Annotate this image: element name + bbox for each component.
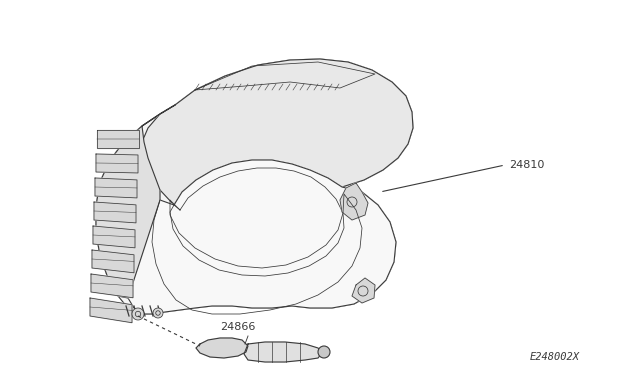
Polygon shape <box>142 59 413 205</box>
Polygon shape <box>196 338 248 358</box>
Polygon shape <box>244 342 322 362</box>
Polygon shape <box>340 183 368 220</box>
Polygon shape <box>95 178 137 198</box>
Polygon shape <box>97 130 139 148</box>
Circle shape <box>153 308 163 318</box>
Polygon shape <box>92 250 134 273</box>
Polygon shape <box>90 298 132 323</box>
Polygon shape <box>128 160 396 314</box>
Text: E248002X: E248002X <box>530 352 580 362</box>
Circle shape <box>132 308 144 320</box>
Circle shape <box>318 346 330 358</box>
Text: 24866: 24866 <box>220 322 255 332</box>
Polygon shape <box>96 105 175 298</box>
Polygon shape <box>91 274 133 298</box>
Text: 24810: 24810 <box>509 160 545 170</box>
Polygon shape <box>352 278 375 303</box>
Polygon shape <box>96 59 413 314</box>
Polygon shape <box>93 226 135 248</box>
Polygon shape <box>94 202 136 223</box>
Polygon shape <box>96 154 138 173</box>
